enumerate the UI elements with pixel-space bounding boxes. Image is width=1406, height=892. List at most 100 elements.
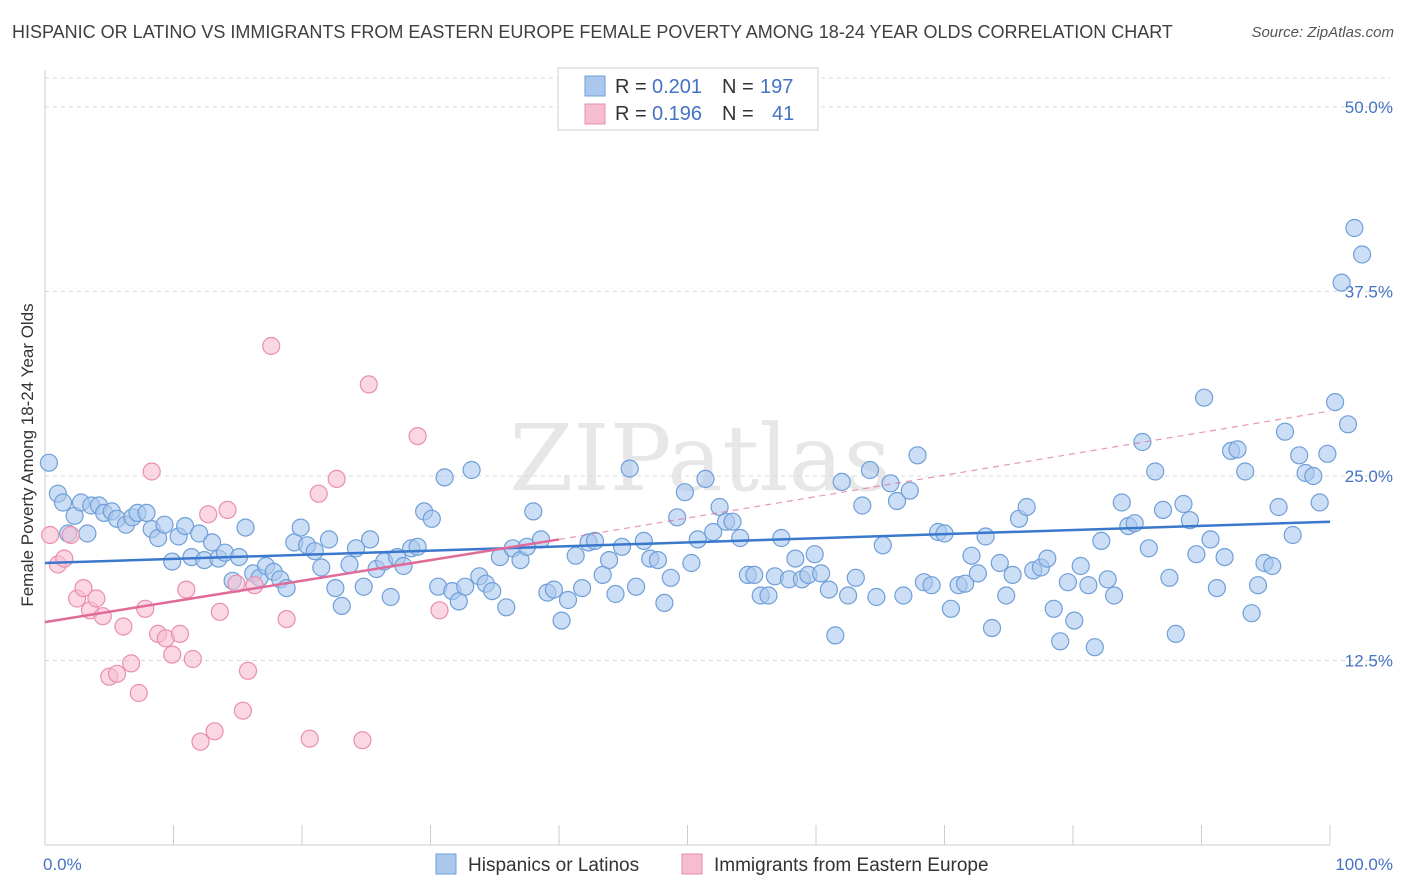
hispanic-point-151 xyxy=(1065,611,1084,630)
hispanic-point-119 xyxy=(846,568,865,587)
hispanic-point-113 xyxy=(805,545,824,564)
hispanic-point-154 xyxy=(1085,638,1104,657)
eastern-europe-point-0 xyxy=(40,525,60,545)
eastern-europe-point-31 xyxy=(262,336,281,356)
hispanic-point-25 xyxy=(203,533,222,552)
bottom-legend-label-pink: Immigrants from Eastern Europe xyxy=(714,855,989,876)
hispanic-point-161 xyxy=(1133,432,1152,452)
eastern-europe-point-38 xyxy=(408,427,427,446)
hispanic-point-184 xyxy=(1290,446,1309,465)
legend-swatch-pink xyxy=(584,103,606,125)
source-label: Source: ZipAtlas.com xyxy=(1251,24,1394,41)
hispanic-point-172 xyxy=(1207,578,1227,598)
hispanic-point-57 xyxy=(422,509,441,528)
hispanic-point-115 xyxy=(819,580,839,599)
hispanic-point-126 xyxy=(894,586,913,605)
hispanic-point-127 xyxy=(900,481,919,500)
series-legend: Hispanics or Latinos Immigrants from Eas… xyxy=(435,853,989,876)
hispanic-point-133 xyxy=(941,599,961,618)
hispanic-point-73 xyxy=(531,530,551,549)
eastern-europe-point-13 xyxy=(129,683,148,703)
hispanic-point-192 xyxy=(1345,218,1364,238)
legend-r-value-2: 0.196 xyxy=(652,103,702,125)
y-tick-label-3: 50.0% xyxy=(1345,98,1393,117)
eastern-europe-point-33 xyxy=(300,729,319,748)
eastern-europe-point-25 xyxy=(210,602,229,621)
hispanic-point-117 xyxy=(832,472,851,491)
hispanic-point-191 xyxy=(1338,415,1358,434)
hispanic-point-138 xyxy=(976,527,995,546)
hispanic-point-137 xyxy=(968,564,988,583)
hispanic-point-186 xyxy=(1304,466,1323,486)
hispanic-point-121 xyxy=(860,460,880,480)
hispanic-point-41 xyxy=(312,558,331,577)
hispanic-point-21 xyxy=(176,516,195,536)
eastern-europe-point-28 xyxy=(233,701,252,720)
hispanic-point-42 xyxy=(319,530,339,549)
eastern-europe-point-18 xyxy=(163,645,182,664)
hispanic-point-95 xyxy=(682,553,701,573)
hispanic-point-155 xyxy=(1092,531,1111,551)
hispanic-point-79 xyxy=(572,578,592,598)
hispanic-point-104 xyxy=(745,565,764,585)
hispanic-point-2 xyxy=(53,493,73,512)
hispanic-point-97 xyxy=(696,469,715,488)
hispanic-point-181 xyxy=(1269,497,1288,517)
y-tick-labels: 12.5% 25.0% 37.5% 50.0% xyxy=(1345,98,1393,671)
eastern-europe-point-30 xyxy=(245,576,264,595)
hispanic-point-144 xyxy=(1017,497,1036,517)
legend-r-label-2: R = xyxy=(615,103,647,125)
trend-lines xyxy=(44,410,1331,624)
legend-n-label-2: N = xyxy=(722,103,754,125)
hispanic-point-176 xyxy=(1236,462,1255,481)
hispanic-point-19 xyxy=(163,552,182,571)
hispanic-point-168 xyxy=(1180,511,1200,530)
hispanic-point-88 xyxy=(634,531,653,551)
hispanic-point-30 xyxy=(236,518,255,537)
eastern-europe-point-35 xyxy=(327,469,346,488)
hispanic-point-15 xyxy=(137,503,156,523)
correlation-legend: R = 0.201 N = 197 R = 0.196 N = 41 xyxy=(557,67,819,131)
hispanic-point-116 xyxy=(826,626,845,645)
y-tick-label-0: 12.5% xyxy=(1345,651,1393,670)
eastern-europe-point-8 xyxy=(93,607,112,626)
trend-line-eastern-europe xyxy=(44,538,560,624)
hispanic-point-135 xyxy=(955,574,975,593)
hispanic-point-76 xyxy=(552,611,571,630)
hispanic-point-77 xyxy=(558,590,578,610)
hispanic-point-90 xyxy=(648,550,668,570)
series-eastern-europe-points xyxy=(40,336,449,751)
hispanic-point-130 xyxy=(922,576,941,595)
eastern-europe-point-12 xyxy=(122,654,141,673)
hispanic-point-122 xyxy=(867,587,886,607)
legend-n-value-1: 197 xyxy=(760,76,793,98)
hispanic-point-166 xyxy=(1166,624,1185,644)
eastern-europe-point-24 xyxy=(205,722,224,741)
hispanic-point-170 xyxy=(1194,388,1214,407)
hispanic-point-86 xyxy=(620,459,639,478)
trend-line-hispanic xyxy=(44,520,1331,565)
bottom-legend-swatch-pink xyxy=(681,853,703,875)
hispanic-point-169 xyxy=(1187,545,1206,564)
eastern-europe-point-10 xyxy=(107,664,127,683)
hispanic-point-55 xyxy=(408,537,427,556)
y-tick-label-1: 25.0% xyxy=(1345,467,1393,486)
hispanic-point-188 xyxy=(1318,444,1337,463)
eastern-europe-point-34 xyxy=(309,484,328,503)
hispanic-point-149 xyxy=(1051,632,1070,651)
hispanic-point-47 xyxy=(354,577,373,596)
hispanic-point-43 xyxy=(326,578,345,598)
eastern-europe-point-7 xyxy=(87,589,106,608)
hispanic-point-147 xyxy=(1038,549,1057,568)
hispanic-point-120 xyxy=(853,496,872,515)
hispanic-point-164 xyxy=(1153,500,1173,519)
hispanic-point-162 xyxy=(1139,539,1158,558)
hispanic-point-62 xyxy=(456,577,475,596)
hispanic-point-153 xyxy=(1079,576,1098,595)
trend-line-eastern-europe-extended xyxy=(558,410,1331,541)
hispanic-point-72 xyxy=(524,502,543,521)
hispanic-point-165 xyxy=(1160,568,1179,587)
hispanic-point-156 xyxy=(1098,570,1117,589)
hispanic-point-152 xyxy=(1071,556,1090,576)
